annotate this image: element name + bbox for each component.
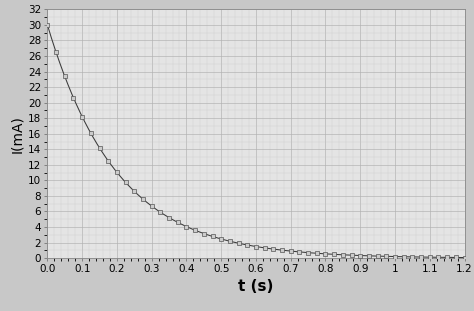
X-axis label: t (s): t (s) <box>238 279 273 294</box>
Y-axis label: I(mA): I(mA) <box>10 115 24 153</box>
